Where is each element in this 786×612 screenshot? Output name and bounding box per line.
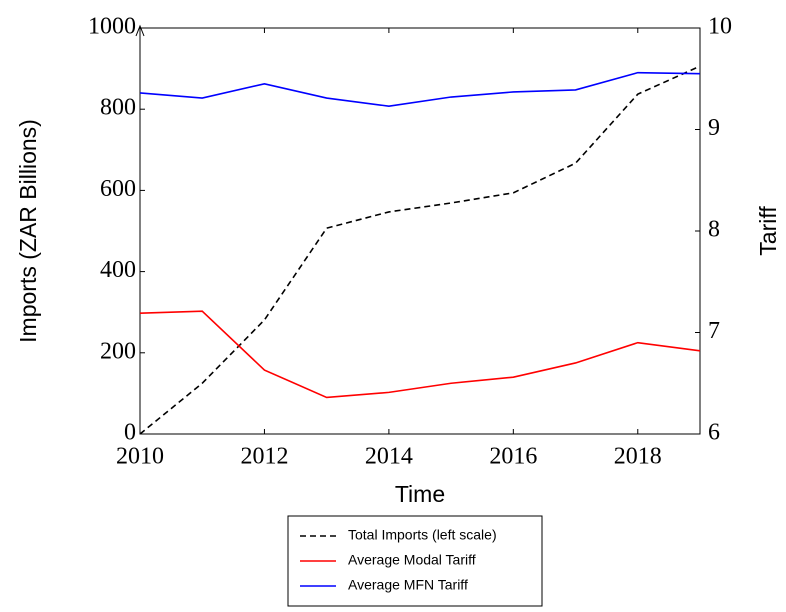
x-axis-label: Time xyxy=(395,481,445,507)
x-tick-label: 2012 xyxy=(240,444,288,470)
y-axis-label: Imports (ZAR Billions) xyxy=(15,119,41,343)
legend-label: Average MFN Tariff xyxy=(348,577,468,593)
series-line xyxy=(139,65,701,435)
plot-frame xyxy=(139,27,701,435)
y-tick-label: 1000 xyxy=(88,14,136,40)
y-tick-label: 800 xyxy=(100,95,136,121)
legend-label: Average Modal Tariff xyxy=(348,552,476,568)
series-line xyxy=(139,310,701,399)
x-tick-label: 2016 xyxy=(489,444,537,470)
y2-tick-label: 10 xyxy=(708,14,732,40)
x-tick-label: 2018 xyxy=(614,444,662,470)
series-line xyxy=(139,71,701,107)
x-tick-label: 2014 xyxy=(365,444,413,470)
x-tick-label: 2010 xyxy=(116,444,164,470)
y2-axis-label: Tariff xyxy=(755,206,781,256)
y-tick-label: 400 xyxy=(100,257,136,283)
y-tick-label: 600 xyxy=(100,176,136,202)
y-tick-label: 200 xyxy=(100,338,136,364)
y-tick-label: 0 xyxy=(124,420,136,446)
y2-tick-label: 6 xyxy=(708,420,720,446)
y2-tick-label: 9 xyxy=(708,115,720,141)
legend-label: Total Imports (left scale) xyxy=(348,527,497,543)
y2-tick-label: 7 xyxy=(708,318,720,344)
y2-tick-label: 8 xyxy=(708,217,720,243)
axis-arrow xyxy=(135,24,145,37)
